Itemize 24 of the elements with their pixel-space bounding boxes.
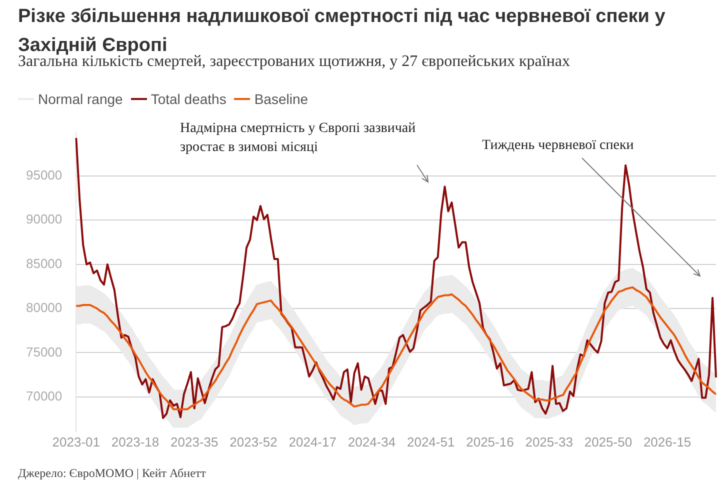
x-tick-label: 2026-15 — [643, 434, 692, 450]
legend-label: Baseline — [254, 91, 308, 107]
x-tick-label: 2023-01 — [52, 434, 100, 450]
annotation: Надмірна смертність у Європі зазвичай зростає в зимові місяці — [180, 120, 417, 157]
x-tick-label: 2023-18 — [111, 434, 160, 450]
y-tick-label: 85000 — [26, 256, 62, 271]
annotation: Тиждень червневої спеки — [482, 137, 635, 155]
text: Джерело: ЄвроМОМО | Кейт Абнетт — [18, 466, 206, 481]
x-tick-label: 2025-16 — [466, 434, 514, 450]
legend-label: Normal range — [38, 91, 123, 107]
y-tick-label: 95000 — [26, 168, 62, 183]
x-tick-label: 2024-17 — [288, 434, 336, 450]
x-tick-label: 2023-52 — [230, 434, 278, 450]
y-tick-label: 80000 — [26, 300, 62, 316]
y-tick-label: 70000 — [26, 388, 62, 404]
y-tick-label: 75000 — [26, 344, 62, 360]
x-tick-label: 2025-33 — [525, 434, 573, 450]
x-tick-label: 2023-35 — [170, 434, 218, 450]
x-tick-label: 2024-51 — [406, 434, 455, 450]
y-tick-label: 90000 — [26, 212, 62, 227]
chart-title: Різке збільшення надлишкової смертності під час червневої спеки у Західній Європі — [18, 5, 666, 56]
x-tick-label: 2025-50 — [584, 434, 632, 450]
x-tick-label: 2024-34 — [348, 434, 396, 450]
legend-label: Total deaths — [150, 91, 226, 107]
